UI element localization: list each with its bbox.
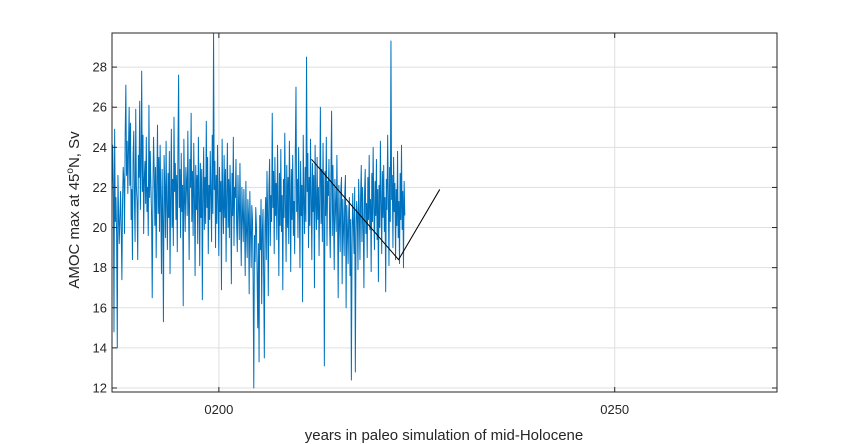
y-tick-label: 16 (93, 300, 107, 315)
y-axis-label-unit: N, Sv (66, 131, 83, 168)
y-tick-label: 28 (93, 60, 107, 75)
x-axis-label: years in paleo simulation of mid-Holocen… (305, 427, 583, 444)
trend-annotation-line (311, 159, 441, 261)
x-tick-label: 0250 (600, 402, 629, 417)
x-tick-label: 0200 (204, 402, 233, 417)
y-tick-label: 26 (93, 100, 107, 115)
y-tick-label: 14 (93, 340, 107, 355)
y-tick-label: 20 (93, 220, 107, 235)
y-tick-label: 24 (93, 140, 107, 155)
y-tick-label: 12 (93, 380, 107, 395)
axes-box (111, 32, 778, 393)
y-tick-label: 18 (93, 260, 107, 275)
y-axis-label-superscript: o (65, 168, 76, 174)
y-tick-label: 22 (93, 180, 107, 195)
series-layer (111, 32, 406, 389)
series-line-amoc (111, 32, 406, 389)
y-axis-label: AMOC max at 45oN, Sv (65, 131, 83, 289)
axis-ticks: 12 14 16 18 20 22 24 26 28 0200 0250 (93, 33, 777, 417)
y-axis-label-main: AMOC max at 45 (66, 174, 83, 289)
